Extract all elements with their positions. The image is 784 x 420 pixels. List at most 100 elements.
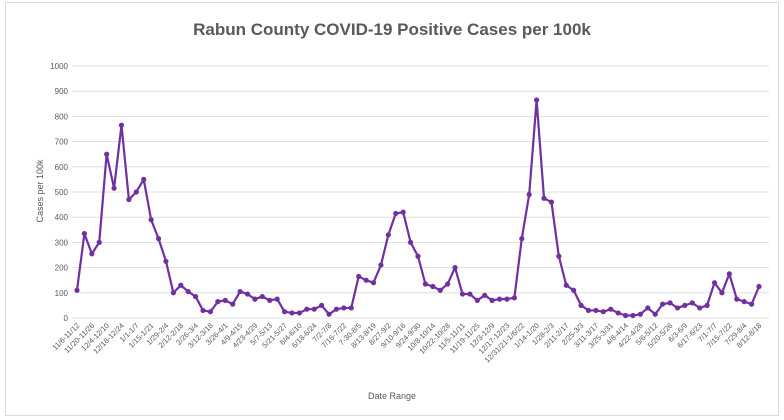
data-point [326,311,332,317]
y-tick-label: 900 [55,87,69,96]
data-point [141,176,147,182]
data-point [148,217,154,223]
chart-frame [5,2,779,416]
data-point [437,287,443,293]
data-point [237,288,243,295]
data-point [615,310,621,316]
data-point [682,302,688,308]
data-point [259,293,265,300]
data-point [689,300,695,306]
data-point [630,312,636,319]
data-point [178,282,184,288]
y-tick-label: 300 [55,238,69,247]
data-point [393,210,399,217]
data-point [319,302,325,308]
data-point [170,290,176,296]
data-point [482,292,488,298]
data-point [756,283,762,290]
y-tick-label: 100 [55,289,69,298]
data-point [215,299,221,305]
data-point [304,306,310,312]
data-point [585,307,592,314]
data-point [385,232,391,238]
data-point [400,209,406,215]
data-point [341,305,347,311]
data-point [719,290,725,296]
data-point [348,305,354,311]
data-point [311,306,317,312]
data-point [289,310,295,316]
data-point [541,195,547,201]
y-tick-label: 1000 [50,62,68,71]
data-point [363,277,369,283]
data-point [333,306,340,312]
data-point [496,296,503,302]
data-point [459,291,466,297]
data-point [244,291,251,297]
data-point [741,299,747,305]
data-point [504,296,510,302]
data-point [378,262,384,268]
data-point [422,281,429,287]
data-point [578,302,584,308]
data-point [222,297,228,303]
data-point [81,230,88,237]
x-axis-label: Date Range [367,391,417,401]
data-point [726,271,732,277]
data-point [600,309,606,315]
data-point [571,287,577,293]
data-point [370,280,377,286]
y-tick-label: 600 [55,163,69,172]
data-point [430,283,436,290]
data-point [267,297,273,303]
y-axis-ticks: 0 100 200 300 400 500 600 700 800 900 1000 [50,62,68,323]
data-point [593,307,599,314]
data-point [534,97,540,103]
data-point [652,311,658,317]
data-point [200,307,206,314]
data-point [511,295,517,301]
data-point [356,273,362,280]
y-tick-label: 800 [55,112,69,121]
data-point [519,236,525,242]
chart-title: Rabun County COVID-19 Positive Cases per… [193,20,591,39]
data-point [445,281,451,287]
data-point [415,253,421,259]
data-point [230,301,236,307]
gridlines [72,65,769,319]
y-tick-label: 500 [55,188,69,197]
data-point [526,191,532,198]
data-point [163,258,169,264]
y-tick-label: 400 [55,213,69,222]
data-point [407,239,414,245]
data-point [74,287,80,293]
data-point [489,297,495,303]
data-point [296,310,302,316]
y-tick-label: 200 [55,264,69,273]
data-point [193,293,199,300]
data-point [126,196,132,203]
data-point [155,236,162,242]
x-axis-ticks: 11/6-11/1211/20-11/2612/4-12/1012/18-12/… [50,321,763,365]
y-tick-label: 700 [55,138,69,147]
series-cases-per-100k [74,97,762,319]
data-point [711,280,718,286]
data-point [645,305,651,311]
data-point [133,189,139,195]
data-point [96,239,102,245]
data-point [556,253,562,259]
data-point [734,296,740,302]
data-point [474,297,480,303]
y-tick-label: 0 [64,314,69,323]
data-point [697,305,703,311]
data-point [563,282,569,288]
data-point [748,301,755,307]
data-point [608,306,614,312]
data-point [452,265,458,271]
data-point [548,199,555,205]
data-point [118,122,125,128]
data-point [104,151,110,157]
data-point [89,251,95,257]
data-point [207,309,214,315]
data-point [637,311,643,317]
